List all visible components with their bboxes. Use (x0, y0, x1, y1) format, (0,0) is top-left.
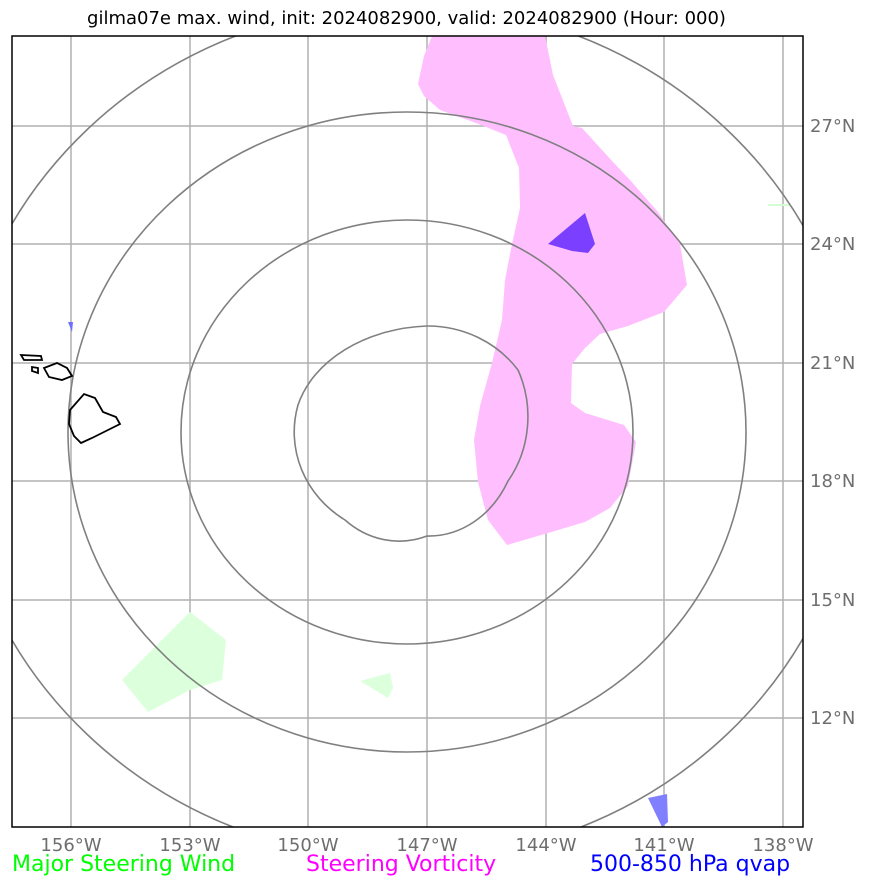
steering-wind-area-small (360, 673, 393, 698)
range-ring-1 (293, 325, 529, 542)
qvap-speck (68, 322, 73, 332)
plot-frame (11, 35, 804, 828)
x-tick-label: 156°W (40, 835, 101, 856)
lanai-coastline (31, 365, 39, 375)
x-tick-label: 141°W (633, 835, 694, 856)
steering-wind-area (122, 612, 226, 712)
qvap-area-small (648, 794, 668, 827)
y-tick-label: 15°N (810, 590, 855, 611)
big-island-coastline (68, 392, 122, 445)
hawaii-coastlines (19, 354, 122, 445)
molokai-coastline (19, 354, 44, 361)
x-tick-label: 153°W (159, 835, 220, 856)
maui-coastline (42, 362, 74, 381)
qvap-area (548, 213, 595, 253)
legend-steering-vorticity: Steering Vorticity (306, 852, 497, 877)
x-tick-labels: 156°W 153°W 150°W 147°W 144°W 141°W 138°… (40, 835, 813, 856)
steering-vorticity-area (418, 36, 687, 545)
y-tick-label: 21°N (810, 353, 855, 374)
range-rings (12, 36, 803, 827)
y-tick-label: 12°N (810, 708, 855, 729)
map-title: gilma07e max. wind, init: 2024082900, va… (87, 8, 726, 29)
y-tick-label: 18°N (810, 471, 855, 492)
gridlines (12, 36, 803, 827)
range-ring-3 (67, 111, 747, 753)
x-tick-label: 138°W (752, 835, 813, 856)
y-tick-label: 27°N (810, 116, 855, 137)
legend-steering-wind: Major Steering Wind (12, 852, 236, 877)
x-tick-label: 144°W (515, 835, 576, 856)
x-tick-label: 150°W (277, 835, 338, 856)
x-tick-label: 147°W (396, 835, 457, 856)
y-tick-label: 24°N (810, 234, 855, 255)
range-ring-4 (12, 36, 803, 827)
y-tick-labels: 27°N 24°N 21°N 18°N 15°N 12°N (810, 116, 855, 729)
range-ring-2 (180, 219, 634, 645)
legend-qvap: 500-850 hPa qvap (590, 852, 791, 877)
